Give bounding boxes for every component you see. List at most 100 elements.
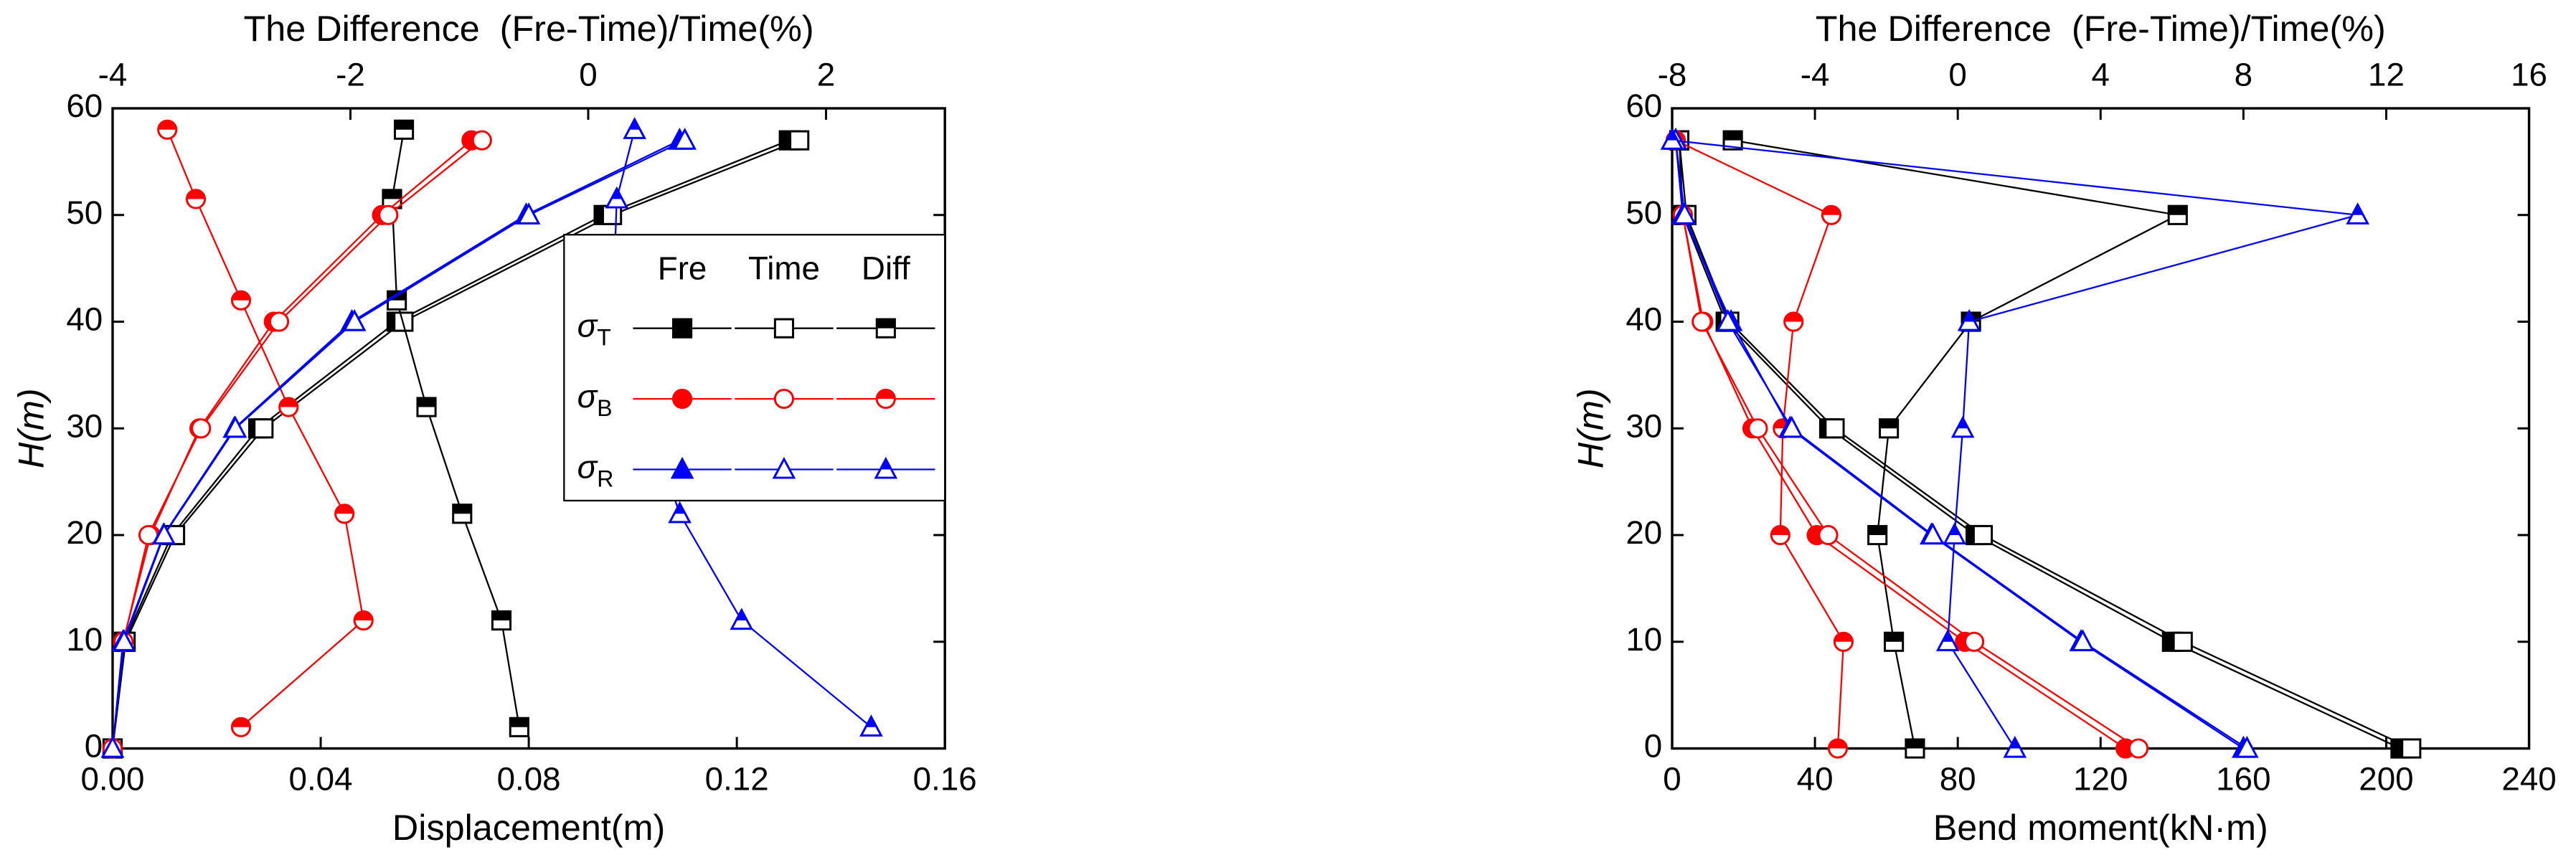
marker-shape <box>1692 311 1712 332</box>
marker <box>2167 204 2188 225</box>
legend-symbol: σ <box>577 378 599 415</box>
marker-shape <box>1716 308 1740 331</box>
marker <box>509 717 529 737</box>
marker-half <box>1958 417 1968 429</box>
marker <box>671 318 693 339</box>
marker-shape <box>1780 415 1804 438</box>
series-line <box>1671 139 2358 750</box>
y-tick-label: 30 <box>1626 407 1662 444</box>
marker-shape <box>471 130 492 151</box>
x-tick-label: 120 <box>2073 760 2128 797</box>
y-tick-label: 40 <box>66 301 103 338</box>
marker <box>2128 738 2149 759</box>
marker-half <box>1905 739 1925 749</box>
marker-shape <box>2071 629 2095 651</box>
marker <box>1867 524 1888 546</box>
marker <box>516 202 541 224</box>
x2-axis-label: The Difference (Fre-Time)/Time(%) <box>244 8 814 49</box>
marker <box>1722 130 1743 151</box>
marker <box>1879 418 1900 439</box>
y-tick-label: 50 <box>1626 194 1662 231</box>
marker <box>673 128 697 150</box>
marker-half <box>232 291 250 301</box>
legend-label: σR <box>577 449 614 492</box>
marker <box>2071 629 2095 651</box>
marker <box>623 117 646 139</box>
marker <box>605 186 629 209</box>
marker <box>1827 738 1849 759</box>
marker-half <box>1724 131 1742 141</box>
marker-shape <box>1921 522 1945 545</box>
marker-shape <box>773 389 795 410</box>
x-tick-label: 0.04 <box>289 760 353 797</box>
marker-half <box>1829 739 1847 749</box>
x2-tick-label: -4 <box>1801 57 1830 93</box>
series-line <box>1678 140 2412 750</box>
marker <box>859 714 883 737</box>
marker-half <box>1949 524 1960 536</box>
x2-tick-label: 0 <box>1948 57 1966 93</box>
marker-shape <box>253 418 274 439</box>
legend-box <box>563 234 946 502</box>
marker <box>253 418 274 439</box>
marker <box>1950 415 1975 438</box>
marker-shape <box>1747 418 1768 439</box>
y-tick-label: 0 <box>85 728 103 765</box>
marker <box>471 130 492 151</box>
marker-half <box>736 610 747 621</box>
marker-half <box>232 718 250 727</box>
marker <box>268 311 290 332</box>
marker <box>152 522 176 545</box>
x-tick-label: 40 <box>1797 760 1834 797</box>
series-line <box>1675 139 1845 749</box>
marker <box>100 735 125 758</box>
marker-half <box>2169 206 2187 215</box>
x2-tick-label: 2 <box>817 57 835 93</box>
marker-shape <box>100 735 125 758</box>
marker <box>874 456 898 479</box>
marker <box>1818 524 1839 546</box>
marker-shape <box>671 389 693 410</box>
marker-shape <box>2128 738 2149 759</box>
marker <box>1921 522 1945 545</box>
marker-shape <box>670 456 694 479</box>
marker-shape <box>1824 418 1845 439</box>
marker <box>378 204 399 225</box>
marker-half <box>395 120 413 130</box>
marker-shape <box>342 308 367 331</box>
marker-shape <box>671 318 693 339</box>
marker <box>1905 738 1925 759</box>
x2-tick-label: 16 <box>2511 57 2547 93</box>
marker <box>671 389 693 410</box>
marker <box>416 397 437 417</box>
marker <box>1783 311 1804 332</box>
marker <box>1935 629 1960 651</box>
legend-label: σB <box>577 378 613 421</box>
marker <box>730 608 754 630</box>
x-tick-label: 200 <box>2359 760 2413 797</box>
marker-half <box>1884 633 1903 642</box>
marker-half <box>335 504 354 514</box>
marker <box>334 504 355 524</box>
marker <box>602 204 623 225</box>
x2-tick-label: 8 <box>2235 57 2252 93</box>
marker-shape <box>516 202 541 224</box>
marker <box>491 610 512 631</box>
marker <box>1884 631 1905 652</box>
marker <box>230 290 252 311</box>
marker-shape <box>1673 202 1697 224</box>
x2-tick-label: -2 <box>336 57 365 93</box>
marker-shape <box>2172 631 2193 652</box>
marker <box>1660 128 1684 150</box>
y-tick-label: 20 <box>66 514 103 551</box>
marker <box>1747 418 1768 439</box>
x2-tick-label: 4 <box>2092 57 2110 93</box>
marker-half <box>880 459 891 470</box>
marker <box>875 318 896 339</box>
marker-half <box>1879 419 1898 429</box>
series-line <box>1674 140 2244 750</box>
marker-half <box>629 119 640 130</box>
x2-axis-label: The Difference (Fre-Time)/Time(%) <box>1816 8 2386 49</box>
marker <box>2003 735 2027 758</box>
